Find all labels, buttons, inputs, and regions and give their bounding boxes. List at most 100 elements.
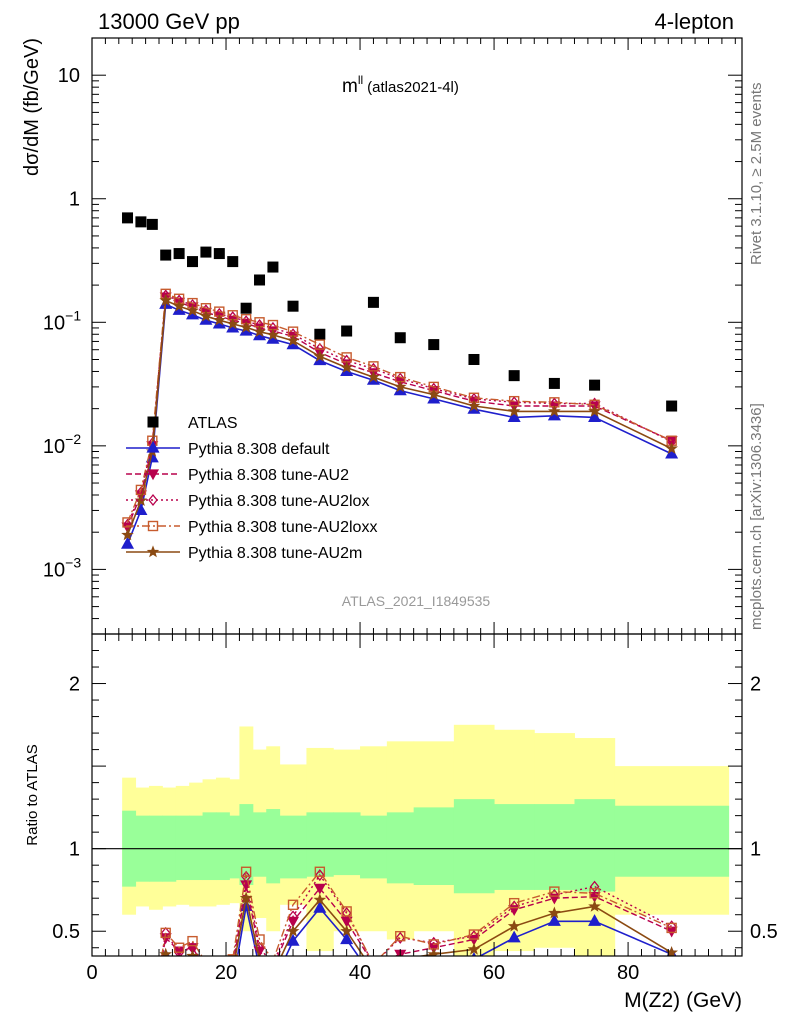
watermark-label: ATLAS_2021_I1849535 [342, 593, 491, 609]
series-marker [121, 528, 134, 541]
ratio-marker [548, 906, 561, 919]
data-point [227, 256, 239, 268]
series-marker [340, 360, 353, 373]
legend-marker [147, 416, 159, 428]
series-marker [134, 494, 148, 507]
ratio-marker [471, 952, 477, 956]
ratio-marker [549, 888, 560, 901]
ratio-marker [287, 899, 299, 911]
data-point [341, 325, 353, 337]
band-inner [215, 812, 230, 881]
legend-entry: Pythia 8.308 tune-AU2loxx [126, 519, 377, 536]
main-panel: 10 1 10−1 10−2 10−3 mll (atlas2021-4l) ATLAS_… [21, 37, 743, 635]
ratio-frame [91, 633, 743, 957]
ratio-marker [589, 888, 600, 899]
band-inner [360, 815, 388, 879]
ratio-marker [666, 922, 677, 934]
data-point [122, 212, 134, 224]
data-point [254, 274, 266, 286]
ratio-marker [201, 958, 210, 967]
ratio-marker [467, 942, 481, 955]
legend-entry: Pythia 8.308 tune-AU2 [126, 467, 349, 484]
uncertainty-bands [122, 724, 730, 956]
band-inner [252, 812, 267, 877]
series-marker [121, 536, 135, 549]
series-marker [159, 293, 173, 306]
ratio-marker [313, 900, 327, 913]
series-marker [393, 380, 407, 393]
ratio-marker [507, 919, 521, 932]
legend-marker [148, 493, 158, 507]
y-tick-label: 10−2 [43, 431, 81, 458]
band-inner [614, 805, 730, 877]
ratio-marker [314, 866, 326, 877]
ratio-marker [288, 910, 298, 923]
ratio-marker [395, 958, 406, 968]
data-point [666, 400, 678, 412]
legend-label: Pythia 8.308 tune-AU2loxx [188, 519, 377, 536]
legend-label: Pythia 8.308 tune-AU2lox [188, 493, 369, 510]
ratio-marker [258, 952, 261, 956]
ratio-marker [589, 880, 600, 893]
legend-entry: Pythia 8.308 default [126, 440, 330, 458]
data-point [213, 248, 225, 260]
ratio-y-tick-label-right: 2 [750, 674, 761, 696]
ratio-marker [507, 930, 521, 943]
ratio-marker [509, 900, 519, 913]
series-marker [226, 317, 240, 330]
y-tick-label: 1 [69, 189, 80, 211]
legend-label: Pythia 8.308 tune-AU2m [188, 545, 362, 562]
data-point [428, 339, 440, 351]
x-tick-label: 20 [215, 962, 237, 984]
ratio-marker [341, 906, 352, 917]
ratio-y-tick-label: 1 [69, 839, 80, 861]
legend-marker [147, 520, 159, 532]
data-point [173, 248, 185, 260]
ratio-marker [315, 869, 325, 882]
ratio-marker [665, 946, 678, 956]
ratio-marker [666, 920, 677, 933]
series-marker [588, 410, 602, 422]
header-left: 13000 GeV pp [98, 9, 240, 34]
mcplots-label: mcplots.cern.ch [arXiv:1306.3436] [748, 403, 765, 630]
main-title: mll (atlas2021-4l) [342, 73, 459, 97]
x-tick-label: 0 [86, 962, 97, 984]
ratio-marker [428, 936, 439, 949]
series-marker [507, 404, 521, 417]
data-point [135, 216, 147, 228]
legend-marker [146, 440, 160, 453]
data-point [589, 379, 601, 391]
data-point [267, 261, 279, 273]
ratio-marker [340, 932, 354, 945]
x-tick-label: 40 [349, 962, 371, 984]
series-marker [507, 410, 521, 422]
x-tick-label: 60 [483, 962, 505, 984]
ratio-y-tick-label-right: 0.5 [750, 921, 778, 943]
ratio-y-tick-label: 0.5 [52, 921, 80, 943]
legend-entry: Pythia 8.308 tune-AU2lox [126, 493, 369, 510]
ratio-marker [267, 955, 279, 956]
band-inner [574, 799, 616, 892]
series-marker [313, 349, 327, 362]
ratio-y-tick-label-right: 1 [750, 839, 761, 861]
ratio-marker [173, 942, 185, 953]
series-marker [266, 328, 280, 341]
main-marks-layer [121, 212, 679, 549]
y-tick-exponent: −2 [65, 431, 81, 447]
data-point [146, 218, 158, 230]
ratio-y-axis-label: Ratio to ATLAS [24, 744, 41, 845]
legend-label: Pythia 8.308 tune-AU2 [188, 467, 349, 484]
series-marker [199, 309, 213, 322]
ratio-marker [341, 907, 352, 920]
legend-entry: Pythia 8.308 tune-AU2m [126, 545, 362, 562]
band-inner [306, 812, 334, 877]
ratio-marker [395, 930, 406, 942]
series-marker [286, 334, 300, 347]
legend-marker [146, 469, 160, 481]
ratio-marker [286, 933, 300, 946]
ratio-line [164, 898, 673, 956]
ratio-marker [508, 897, 520, 909]
band-inner [175, 815, 190, 881]
ratio-marker [313, 883, 326, 895]
y-tick-exponent: −3 [65, 554, 81, 570]
